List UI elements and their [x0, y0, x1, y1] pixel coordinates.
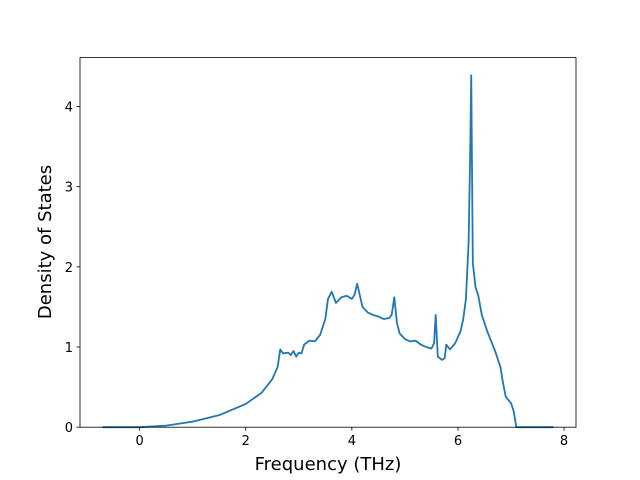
y-tick-label: 2 [65, 261, 73, 276]
x-tick-label: 8 [560, 434, 568, 449]
x-tick-label: 0 [136, 434, 144, 449]
y-tick-label: 1 [65, 341, 73, 356]
x-axis-label: Frequency (THz) [255, 454, 402, 475]
x-tick-label: 2 [242, 434, 250, 449]
y-tick-label: 4 [65, 101, 73, 116]
x-tick-label: 4 [348, 434, 356, 449]
line [102, 74, 554, 429]
y-axis-label: Density of States [35, 165, 56, 319]
plot-frame [79, 57, 577, 428]
x-tick-label: 6 [454, 434, 462, 449]
y-tick-label: 3 [65, 181, 73, 196]
y-tick-label: 0 [65, 421, 73, 436]
